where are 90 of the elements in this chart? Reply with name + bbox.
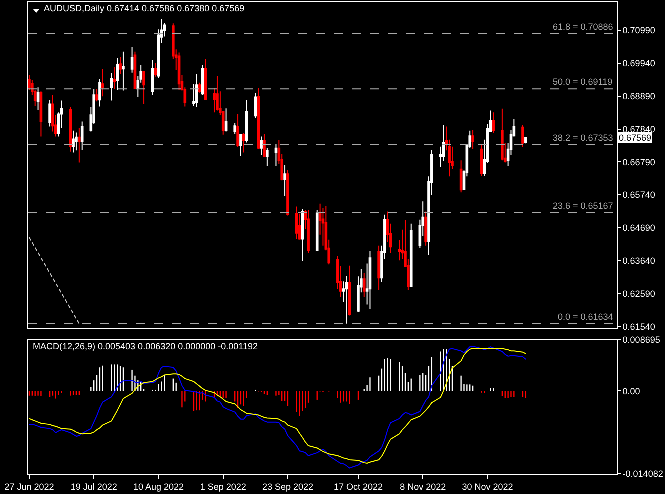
ref-line-label: 61.8 = 0.70886: [553, 22, 614, 32]
candlestick: [424, 211, 428, 246]
candlestick: [254, 93, 258, 119]
candlestick: [178, 52, 181, 91]
y-tick-label: 0.66790: [622, 157, 656, 168]
x-tick-label: 19 Jul 2022: [70, 482, 118, 492]
candlestick: [75, 132, 78, 152]
candlestick: [198, 82, 202, 94]
candlestick: [98, 78, 102, 108]
candlestick: [36, 87, 40, 111]
y-tick-label: 0.62590: [622, 288, 656, 299]
x-tick-label: 1 Sep 2022: [200, 482, 246, 492]
candlestick: [501, 108, 504, 162]
y-tick-label: 0.67840: [622, 124, 656, 134]
candlestick: [284, 164, 286, 197]
candlestick: [492, 112, 496, 134]
y-tick-label: 0.61540: [622, 322, 656, 332]
candlestick: [460, 160, 463, 194]
candlestick: [201, 64, 204, 96]
candlestick: [245, 100, 248, 144]
candlestick: [142, 70, 146, 105]
candlestick: [378, 245, 380, 291]
x-tick-label: 17 Oct 2022: [334, 482, 384, 492]
ref-line-label: 50.0 = 0.69119: [553, 77, 613, 87]
candlestick: [28, 74, 31, 91]
ref-line-label: 38.2 = 0.67353: [553, 133, 614, 143]
ref-line-label: 23.6 = 0.65167: [553, 201, 614, 211]
candlestick: [196, 74, 198, 108]
candlestick: [119, 56, 122, 75]
chart-title: AUDUSD,Daily 0.67414 0.67586 0.67380 0.67569: [44, 3, 245, 14]
candlestick: [522, 124, 524, 148]
candlestick: [368, 251, 372, 310]
candlestick: [286, 170, 290, 216]
candlestick: [72, 130, 75, 154]
candlestick: [348, 265, 352, 316]
candlestick: [204, 58, 208, 101]
annotation: 0.67569: [619, 133, 652, 143]
candlestick: [134, 51, 137, 90]
candlestick: [48, 100, 52, 128]
candlestick: [263, 133, 266, 158]
x-tick-label: 8 Nov 2022: [400, 482, 446, 492]
candlestick: [266, 148, 269, 166]
candlestick: [40, 91, 43, 138]
candlestick: [130, 46, 134, 74]
x-tick-label: 23 Sep 2022: [262, 482, 314, 492]
y-tick-label: 0.64690: [622, 223, 656, 234]
candlestick: [307, 210, 310, 254]
candlestick: [102, 68, 104, 98]
candlestick: [216, 76, 219, 112]
candlestick: [234, 122, 237, 134]
candlestick: [224, 108, 228, 132]
candlestick: [242, 132, 246, 154]
x-tick-label: 27 Jun 2022: [4, 482, 54, 492]
y-tick-label: 0.00: [622, 386, 640, 396]
candlestick: [480, 144, 484, 176]
candlestick: [410, 223, 413, 288]
candlestick: [274, 144, 278, 166]
candlestick: [260, 136, 263, 156]
candlestick: [113, 67, 116, 90]
candlestick: [69, 106, 72, 152]
y-tick-label: 0.69940: [622, 58, 656, 69]
candlestick: [240, 133, 242, 158]
y-tick-label: 0.70990: [622, 26, 656, 36]
y-tick-label: 0.68890: [622, 92, 656, 102]
y-tick-label: -0.014082: [622, 469, 664, 480]
y-tick-label: 0.65740: [622, 190, 656, 200]
chart-title: MACD(12,26,9) 0.005403 0.006320 0.000000 -0.001192: [33, 341, 258, 352]
y-tick-label: 0.008695: [622, 335, 660, 346]
candlestick: [524, 136, 528, 144]
candlestick: [345, 275, 348, 324]
candlestick: [110, 72, 114, 102]
candlestick: [78, 128, 81, 164]
candlestick: [116, 58, 119, 91]
x-tick-label: 30 Nov 2022: [462, 482, 514, 492]
ref-line-label: 0.0 = 0.61634: [558, 312, 614, 322]
candlestick: [472, 130, 474, 150]
candlestick: [301, 208, 304, 262]
candlestick: [257, 88, 260, 150]
candlestick: [295, 206, 298, 240]
candlestick: [80, 121, 84, 150]
candlestick: [154, 62, 158, 78]
candlestick: [316, 210, 319, 252]
candlestick: [151, 60, 154, 96]
candlestick: [96, 88, 98, 102]
candlestick: [236, 114, 240, 148]
candlestick: [322, 208, 325, 246]
y-tick-label: 0.63640: [622, 256, 656, 266]
candlestick: [362, 272, 366, 298]
x-tick-label: 10 Aug 2022: [133, 482, 184, 492]
candlestick: [122, 51, 125, 92]
